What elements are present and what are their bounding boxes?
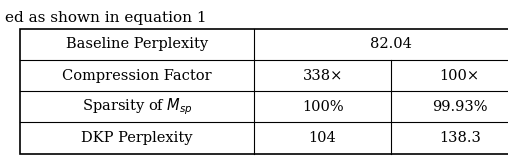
- Text: Compression Factor: Compression Factor: [62, 69, 212, 83]
- Text: 82.04: 82.04: [370, 37, 412, 51]
- Text: DKP Perplexity: DKP Perplexity: [81, 131, 193, 145]
- Text: 99.93%: 99.93%: [432, 100, 488, 114]
- Text: 338×: 338×: [302, 69, 343, 83]
- Text: Baseline Perplexity: Baseline Perplexity: [66, 37, 208, 51]
- Text: 104: 104: [309, 131, 336, 145]
- Text: 100%: 100%: [302, 100, 343, 114]
- Text: Sparsity of $M_{sp}$: Sparsity of $M_{sp}$: [82, 96, 193, 117]
- Text: 100×: 100×: [440, 69, 480, 83]
- Text: 138.3: 138.3: [439, 131, 481, 145]
- Bar: [20, 29, 508, 154]
- Text: ed as shown in equation 1: ed as shown in equation 1: [5, 11, 207, 25]
